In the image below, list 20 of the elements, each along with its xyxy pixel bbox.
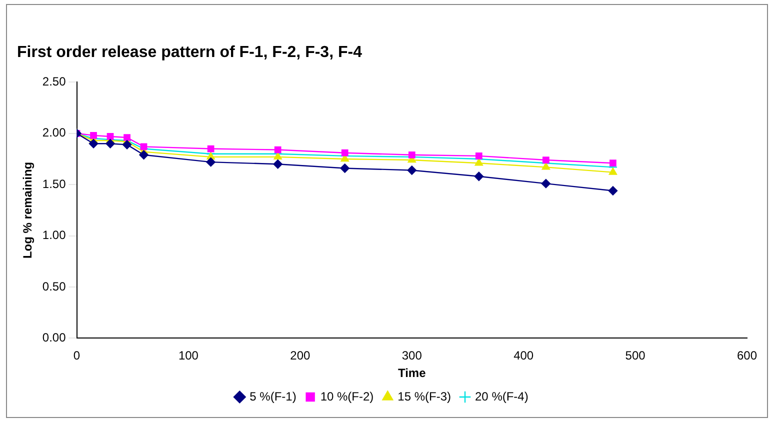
legend-label: 15 %(F-3) <box>398 389 452 404</box>
x-tick-label: 200 <box>290 348 310 363</box>
y-tick-label: 1.00 <box>42 228 66 242</box>
x-tick-label: 100 <box>178 348 199 363</box>
y-tick-label: 0.50 <box>42 279 66 294</box>
x-tick-label: 300 <box>402 348 422 363</box>
x-axis-title: Time <box>398 366 426 380</box>
y-axis-title: Log % remaining <box>20 162 35 259</box>
chart-title: First order release pattern of F-1, F-2, F-3, F-4 <box>17 44 362 62</box>
x-tick-label: 0 <box>73 348 80 363</box>
y-tick-label: 2.00 <box>42 126 66 140</box>
legend-label: 5 %(F-1) <box>250 389 296 404</box>
x-tick-label: 600 <box>736 348 758 363</box>
y-tick-label: 1.50 <box>42 176 66 191</box>
legend-label: 20 %(F-4) <box>475 389 528 404</box>
x-tick-label: 500 <box>625 348 646 363</box>
legend-label: 10 %(F-2) <box>320 389 374 404</box>
x-tick-label: 400 <box>514 348 534 363</box>
y-tick-label: 0.00 <box>42 330 66 345</box>
y-tick-label: 2.50 <box>42 74 66 89</box>
